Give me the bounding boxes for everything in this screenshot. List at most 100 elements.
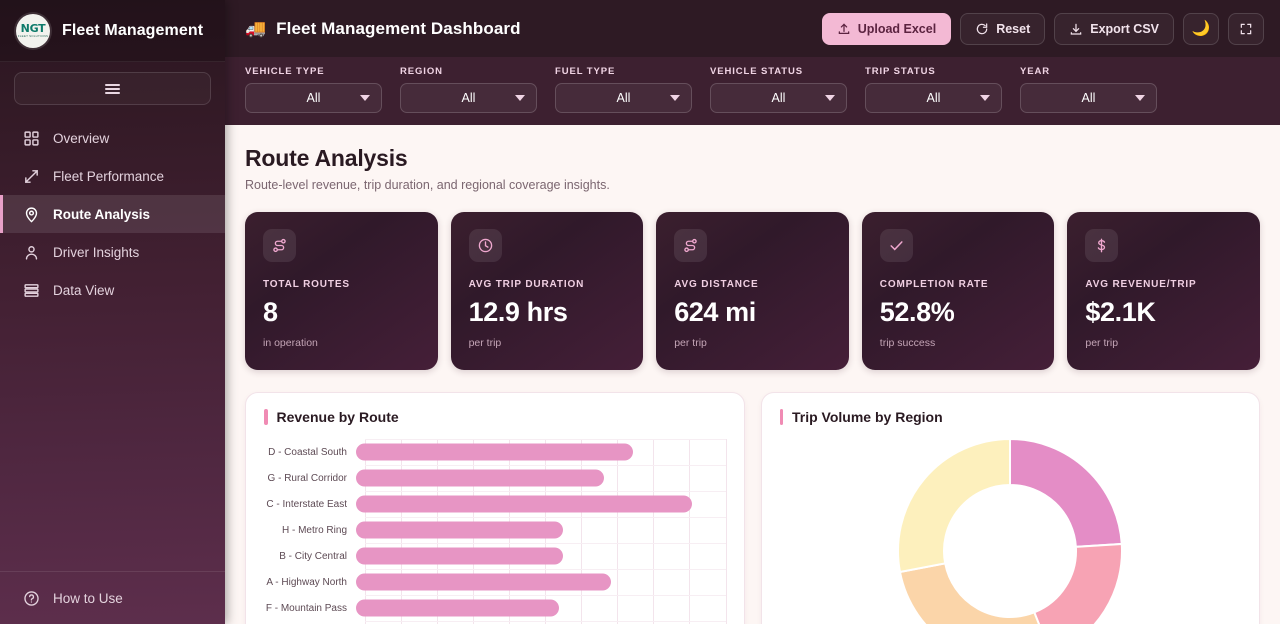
export-csv-label: Export CSV — [1090, 21, 1159, 36]
kpi-value: 624 mi — [674, 297, 756, 327]
bar-row: F - Mountain Pass — [264, 595, 726, 621]
list-icon — [22, 281, 40, 299]
bar-category-label: D - Coastal South — [268, 446, 347, 458]
sidebar-item-fleet-performance[interactable]: Fleet Performance — [0, 157, 225, 195]
check-icon — [879, 229, 913, 262]
bar[interactable] — [356, 521, 563, 539]
upload-excel-button[interactable]: Upload Excel — [821, 12, 952, 45]
select-value: All — [461, 91, 476, 105]
sidebar-item-label: Data View — [53, 282, 115, 298]
vehicle-status-select[interactable]: All — [710, 83, 847, 113]
year-select[interactable]: All — [1020, 83, 1157, 113]
how-to-use-button[interactable]: How to Use — [0, 571, 225, 624]
brand-logo-icon: NGT FLEET SOLUTIONS — [16, 13, 50, 48]
truck-icon: 🚚 — [245, 19, 267, 38]
kpi-value: 12.9 hrs — [468, 297, 568, 327]
sidebar: NGT FLEET SOLUTIONS Fleet Management Ove… — [0, 0, 225, 624]
kpi-label: COMPLETION RATE — [879, 279, 989, 290]
donut-segment[interactable] — [897, 437, 1012, 574]
kpi-value: 8 — [263, 297, 278, 327]
revenue-by-route-chart: D - Coastal South G - Rural Corridor C - I… — [264, 439, 727, 624]
reset-button[interactable]: Reset — [960, 12, 1046, 45]
bar[interactable] — [356, 573, 611, 591]
dollar-icon — [1085, 229, 1119, 262]
sidebar-item-driver-insights[interactable]: Driver Insights — [0, 233, 225, 271]
bar-category-label: B - City Central — [279, 550, 347, 562]
kpi-sub: trip success — [879, 337, 936, 349]
page-title: Route Analysis — [245, 145, 408, 171]
bar-category-label: F - Mountain Pass — [265, 602, 347, 614]
filter-vehicle-type: VEHICLE TYPE All — [245, 66, 382, 113]
card-title-text: Trip Volume by Region — [792, 409, 943, 425]
fuel-type-select[interactable]: All — [555, 83, 692, 113]
brand-logo-subtext: FLEET SOLUTIONS — [17, 34, 49, 38]
route-icon — [263, 229, 296, 262]
bar[interactable] — [356, 495, 693, 513]
select-value: All — [1081, 91, 1096, 105]
bar-category-label: A - Highway North — [266, 576, 347, 588]
trip-volume-donut — [896, 437, 1124, 624]
reset-label: Reset — [996, 21, 1031, 36]
filter-bar: VEHICLE TYPE All REGION All FUEL TYPE Al… — [225, 57, 1280, 125]
donut-segment[interactable] — [1009, 437, 1124, 548]
trip-status-select[interactable]: All — [865, 83, 1002, 113]
bar-track — [356, 491, 726, 517]
map-pin-icon — [22, 205, 40, 223]
bar-category-label: C - Interstate East — [266, 498, 347, 510]
hamburger-menu-button[interactable] — [14, 72, 211, 105]
kpi-card-completion-rate: COMPLETION RATE 52.8% trip success — [861, 212, 1055, 370]
charts-row: Revenue by Route D - Coastal South G - Ru… — [245, 392, 1260, 624]
donut-segment[interactable] — [1033, 542, 1124, 624]
bar-category-label: G - Rural Corridor — [267, 472, 347, 484]
sidebar-nav: Overview Fleet Performance Route Analysi… — [0, 119, 225, 309]
trending-up-icon — [22, 167, 40, 185]
kpi-label: AVG TRIP DURATION — [468, 279, 585, 290]
filter-label: FUEL TYPE — [555, 66, 616, 77]
kpi-card-total-routes: TOTAL ROUTES 8 in operation — [245, 212, 438, 370]
user-icon — [22, 243, 40, 261]
vehicle-type-select[interactable]: All — [245, 83, 382, 113]
refresh-icon — [975, 22, 989, 36]
chevron-down-icon — [515, 95, 525, 101]
kpi-card-avg-distance: AVG DISTANCE 624 mi per trip — [656, 212, 849, 370]
grid-icon — [22, 129, 40, 147]
brand-header: NGT FLEET SOLUTIONS Fleet Management — [0, 0, 225, 62]
bar-category-label: H - Metro Ring — [281, 524, 347, 536]
brand-title: Fleet Management — [62, 21, 204, 39]
donut-segment[interactable] — [899, 562, 1051, 624]
fullscreen-button[interactable] — [1228, 12, 1264, 45]
chevron-down-icon — [670, 95, 680, 101]
filter-fuel-type: FUEL TYPE All — [555, 66, 692, 113]
bar[interactable] — [356, 443, 634, 461]
bar[interactable] — [356, 547, 563, 565]
export-csv-button[interactable]: Export CSV — [1054, 12, 1174, 45]
sidebar-spacer — [0, 309, 225, 571]
sidebar-item-label: Fleet Performance — [53, 168, 165, 184]
fullscreen-icon — [1239, 22, 1253, 36]
sidebar-item-data-view[interactable]: Data View — [0, 271, 225, 309]
card-header: Revenue by Route — [264, 409, 726, 425]
bar-row: H - Metro Ring — [264, 517, 726, 543]
kpi-label: TOTAL ROUTES — [263, 279, 350, 290]
sidebar-item-overview[interactable]: Overview — [0, 119, 225, 157]
bar[interactable] — [356, 469, 604, 487]
theme-toggle-button[interactable]: 🌙 — [1183, 12, 1219, 45]
download-icon — [1069, 22, 1083, 36]
kpi-value: $2.1K — [1085, 297, 1156, 327]
upload-icon — [837, 22, 851, 36]
main-area: 🚚 Fleet Management Dashboard Upload Exce… — [225, 0, 1280, 624]
kpi-label: AVG REVENUE/TRIP — [1085, 279, 1197, 290]
sidebar-item-route-analysis[interactable]: Route Analysis — [0, 195, 225, 233]
kpi-sub: in operation — [263, 337, 318, 349]
bar-row: G - Rural Corridor — [264, 465, 726, 491]
filter-label: REGION — [400, 66, 443, 77]
bar-track — [356, 517, 726, 543]
gridline-vertical — [725, 439, 727, 624]
bar[interactable] — [356, 599, 560, 617]
region-select[interactable]: All — [400, 83, 537, 113]
filter-region: REGION All — [400, 66, 537, 113]
filter-year: YEAR All — [1020, 66, 1157, 113]
card-revenue-by-route: Revenue by Route D - Coastal South G - Ru… — [245, 392, 745, 624]
page-subtitle: Route-level revenue, trip duration, and … — [245, 178, 610, 192]
topbar-title-group: 🚚 Fleet Management Dashboard — [245, 19, 521, 39]
